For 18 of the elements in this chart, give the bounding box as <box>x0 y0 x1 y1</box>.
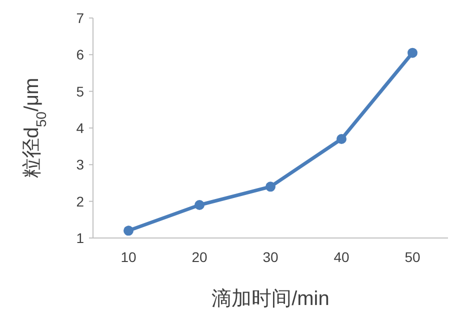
x-axis-title: 滴加时间/min <box>212 288 330 310</box>
point <box>124 226 134 236</box>
y-tick-label: 6 <box>76 46 84 63</box>
y-tick-label: 4 <box>76 120 84 136</box>
x-tick-label: 20 <box>192 249 208 265</box>
x-tick-label: 40 <box>334 249 350 265</box>
x-tick-label: 30 <box>262 249 278 265</box>
y-tick-label: 2 <box>76 193 84 210</box>
point <box>266 182 276 192</box>
y-tick-label: 3 <box>76 156 84 173</box>
y-tick-label: 1 <box>76 230 84 246</box>
y-tick-label: 7 <box>76 10 84 26</box>
point <box>408 48 418 58</box>
x-tick-label: 50 <box>404 249 420 265</box>
y-tick-label: 5 <box>76 83 84 100</box>
point <box>194 200 204 210</box>
point <box>336 134 346 144</box>
x-tick-label: 10 <box>120 249 136 265</box>
